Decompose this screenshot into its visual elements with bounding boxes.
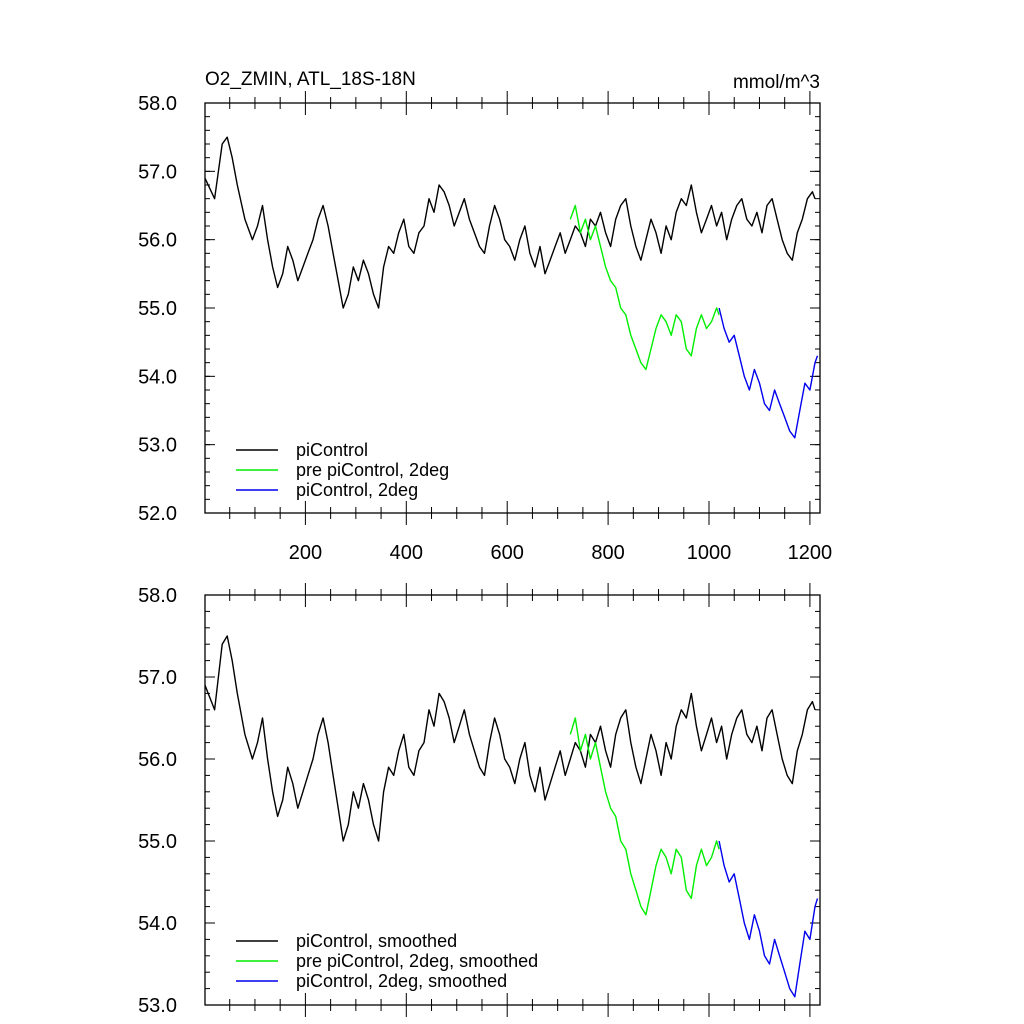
legend-label: piControl, 2deg <box>296 480 418 500</box>
y-tick-label: 53.0 <box>138 435 177 457</box>
y-tick-label: 53.0 <box>138 995 177 1017</box>
legend-label: piControl, smoothed <box>296 931 457 951</box>
bottom-panel: 53.0 54.0 55.0 56.0 57.0 58.0 piControl, smoo… <box>138 583 821 1017</box>
legend-label: piControl <box>296 440 368 460</box>
y-tick-label: 55.0 <box>138 298 177 320</box>
y-tick-label: 54.0 <box>138 366 177 388</box>
lines-group <box>204 635 819 998</box>
y-tick-label: 57.0 <box>138 161 177 183</box>
series-line <box>204 136 816 309</box>
legend-label: pre piControl, 2deg <box>296 460 449 480</box>
series-line <box>718 840 819 998</box>
x-tick-label: 1000 <box>687 542 732 564</box>
y-tick-label: 57.0 <box>138 667 177 689</box>
units-label: mmol/m^3 <box>733 72 820 93</box>
top-panel: O2_ZMIN, ATL_18S-18N mmol/m^3 52.0 53.0 54… <box>138 69 832 564</box>
y-tick-label: 56.0 <box>138 230 177 252</box>
ticks-group: 52.0 53.0 54.0 55.0 56.0 57.0 58.0 200 400 600 800… <box>138 91 832 564</box>
series-line <box>569 717 720 916</box>
x-tick-label: 400 <box>390 542 423 564</box>
y-tick-label: 58.0 <box>138 585 177 607</box>
y-tick-label: 54.0 <box>138 913 177 935</box>
y-tick-label: 52.0 <box>138 503 177 525</box>
x-tick-label: 600 <box>491 542 524 564</box>
y-tick-label: 55.0 <box>138 831 177 853</box>
plot-frame <box>204 102 821 514</box>
x-tick-label: 1200 <box>788 542 833 564</box>
series-line <box>569 204 720 371</box>
y-tick-label: 56.0 <box>138 749 177 771</box>
legend-label: pre piControl, 2deg, smoothed <box>296 951 538 971</box>
lines-group <box>204 136 819 439</box>
x-tick-label: 800 <box>591 542 624 564</box>
chart-title: O2_ZMIN, ATL_18S-18N <box>205 69 416 90</box>
plot-frame <box>204 594 821 1006</box>
y-tick-label: 58.0 <box>138 93 177 115</box>
x-tick-label: 200 <box>289 542 322 564</box>
series-line <box>204 635 816 842</box>
legend-label: piControl, 2deg, smoothed <box>296 971 507 991</box>
series-line <box>718 307 819 439</box>
